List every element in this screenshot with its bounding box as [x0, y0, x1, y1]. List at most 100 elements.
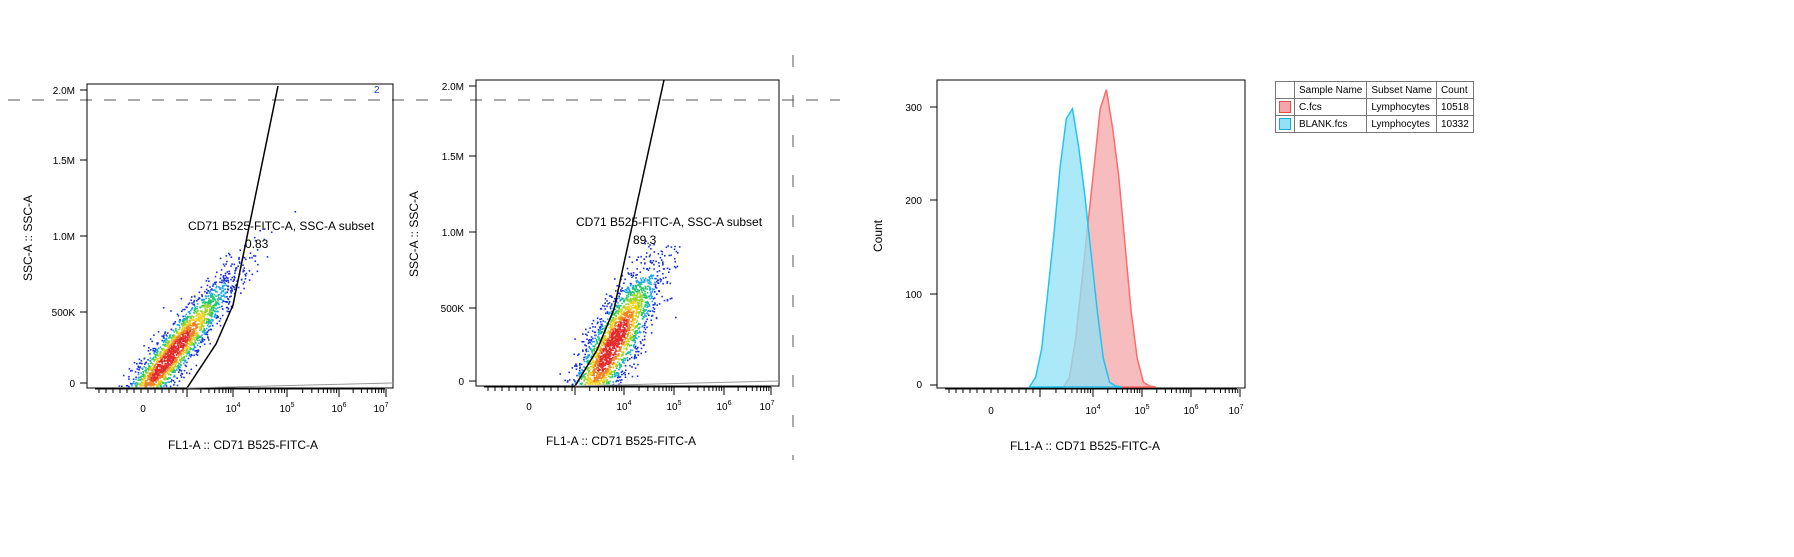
event-dot [627, 343, 630, 346]
event-dot [631, 315, 634, 318]
event-dot [156, 360, 158, 363]
event-dot [601, 357, 603, 359]
event-dot [582, 341, 585, 343]
event-dot [635, 288, 637, 290]
legend-header-row: Sample Name Subset Name Count [1275, 81, 1474, 99]
event-dot [612, 367, 615, 369]
event-dot [185, 355, 188, 357]
event-dot [606, 312, 609, 314]
event-dot [185, 347, 188, 350]
event-dot [607, 341, 609, 344]
event-dot [592, 326, 594, 328]
event-dot [174, 347, 177, 349]
event-dot [166, 345, 168, 347]
event-dot [162, 376, 165, 379]
event-dot [607, 332, 609, 335]
event-dot [597, 383, 600, 385]
event-dot [651, 291, 654, 293]
event-dot [165, 337, 168, 340]
event-dot [613, 375, 616, 378]
event-dot [644, 322, 646, 325]
event-dot [624, 338, 627, 341]
event-dot [618, 310, 621, 313]
event-dot [621, 353, 624, 356]
event-dot [617, 354, 619, 357]
event-dot [214, 314, 216, 316]
event-dot [631, 311, 634, 314]
event-dot [633, 300, 635, 303]
event-dot [150, 368, 152, 371]
event-dot [591, 349, 594, 351]
event-dot [616, 285, 618, 287]
event-dot [159, 364, 162, 367]
event-dot [634, 355, 637, 357]
event-dot [161, 354, 163, 357]
event-dot [220, 273, 222, 276]
event-dot [166, 332, 169, 334]
event-dot [201, 293, 203, 296]
event-dot [646, 300, 649, 303]
event-dot [607, 360, 610, 363]
event-dot [161, 381, 163, 383]
event-dot [196, 318, 198, 320]
event-dot [185, 316, 188, 319]
event-dot [600, 352, 603, 354]
event-dot [627, 291, 629, 294]
event-dot [594, 376, 597, 379]
event-dot [658, 262, 660, 264]
event-dot [602, 349, 604, 351]
event-dot [629, 364, 631, 367]
event-dot [587, 367, 589, 369]
event-dot [576, 374, 578, 377]
event-dot [622, 361, 624, 363]
event-dot [630, 338, 632, 341]
event-dot [624, 329, 627, 331]
event-dot [155, 357, 158, 359]
event-dot [591, 381, 594, 383]
event-dot [642, 311, 645, 314]
event-dot [643, 294, 645, 297]
event-dot [613, 345, 616, 348]
event-dot [209, 299, 212, 302]
event-dot [648, 245, 650, 248]
event-dot [629, 329, 631, 332]
event-dot [617, 328, 620, 331]
event-dot [604, 337, 607, 339]
event-dot [630, 283, 632, 286]
event-dot [162, 351, 165, 353]
event-dot [639, 341, 642, 343]
event-dot [196, 332, 199, 335]
event-dot [599, 360, 602, 363]
event-dot [162, 344, 164, 346]
event-dot [214, 299, 217, 301]
event-dot [585, 345, 588, 347]
event-dot [614, 327, 617, 330]
event-dot [151, 369, 154, 372]
event-dot [224, 288, 226, 291]
event-dot [648, 279, 651, 282]
event-dot [642, 344, 645, 347]
event-dot [633, 343, 636, 346]
event-dot [666, 281, 669, 283]
event-dot [627, 321, 630, 324]
event-dot [194, 307, 196, 309]
event-dot [174, 342, 177, 345]
event-dot [609, 362, 611, 364]
event-dot [592, 369, 594, 372]
event-dot [631, 375, 634, 378]
event-dot [163, 341, 165, 344]
event-dot [592, 357, 594, 360]
event-dot [638, 289, 641, 292]
x-tick-label: 106 [1183, 404, 1198, 417]
event-dot [603, 371, 605, 373]
event-dot [616, 305, 618, 307]
event-dot [653, 297, 656, 299]
event-dot [607, 345, 610, 348]
event-dot [166, 366, 169, 369]
event-dot [590, 363, 592, 365]
event-dot [594, 381, 596, 384]
event-dot [619, 337, 622, 340]
event-dot [130, 382, 132, 385]
event-dot [605, 376, 608, 379]
event-dot [164, 382, 166, 384]
